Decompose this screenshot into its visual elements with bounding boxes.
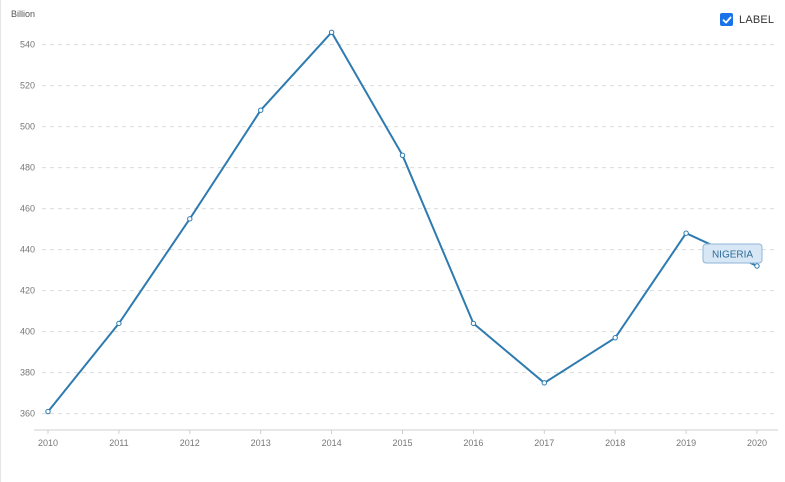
data-point (399, 152, 406, 159)
x-tick-label: 2019 (676, 438, 696, 448)
y-tick-label: 420 (20, 286, 35, 296)
x-tick-label: 2020 (747, 438, 767, 448)
x-tick-label: 2012 (180, 438, 200, 448)
y-tick-label: 380 (20, 368, 35, 378)
x-tick-label: 2015 (392, 438, 412, 448)
x-tick-label: 2017 (534, 438, 554, 448)
data-point (187, 216, 193, 222)
series-line (47, 31, 758, 413)
x-tick-label: 2011 (109, 438, 128, 448)
y-tick-label: 540 (20, 40, 35, 50)
data-point (116, 320, 122, 327)
series-label: NIGERIA (712, 250, 753, 261)
x-tick-label: 2018 (605, 438, 625, 448)
label-toggle-text: LABEL (739, 13, 775, 26)
x-tick-label: 2010 (38, 438, 58, 448)
y-tick-label: 440 (20, 245, 35, 255)
y-axis-label: Billion (11, 9, 35, 19)
data-point (258, 107, 264, 113)
y-tick-label: 500 (20, 122, 35, 132)
data-point (541, 380, 547, 386)
checkmark-icon (722, 15, 731, 23)
y-tick-label: 480 (20, 163, 35, 173)
data-point (683, 230, 689, 236)
y-tick-label: 460 (20, 204, 35, 214)
data-point (45, 408, 51, 415)
x-tick-label: 2013 (251, 438, 271, 448)
data-point (328, 29, 335, 35)
x-tick-label: 2016 (463, 438, 483, 448)
data-point (754, 263, 760, 269)
data-point (612, 335, 618, 341)
label-checkbox[interactable] (720, 13, 733, 26)
data-point (470, 320, 477, 327)
y-tick-label: 360 (20, 409, 35, 419)
label-toggle[interactable]: LABEL (720, 13, 774, 26)
y-tick-label: 400 (20, 327, 35, 337)
y-tick-label: 520 (20, 81, 35, 91)
x-tick-label: 2014 (322, 438, 342, 448)
series-label-box (702, 243, 763, 264)
frame-border (0, 0, 1, 482)
